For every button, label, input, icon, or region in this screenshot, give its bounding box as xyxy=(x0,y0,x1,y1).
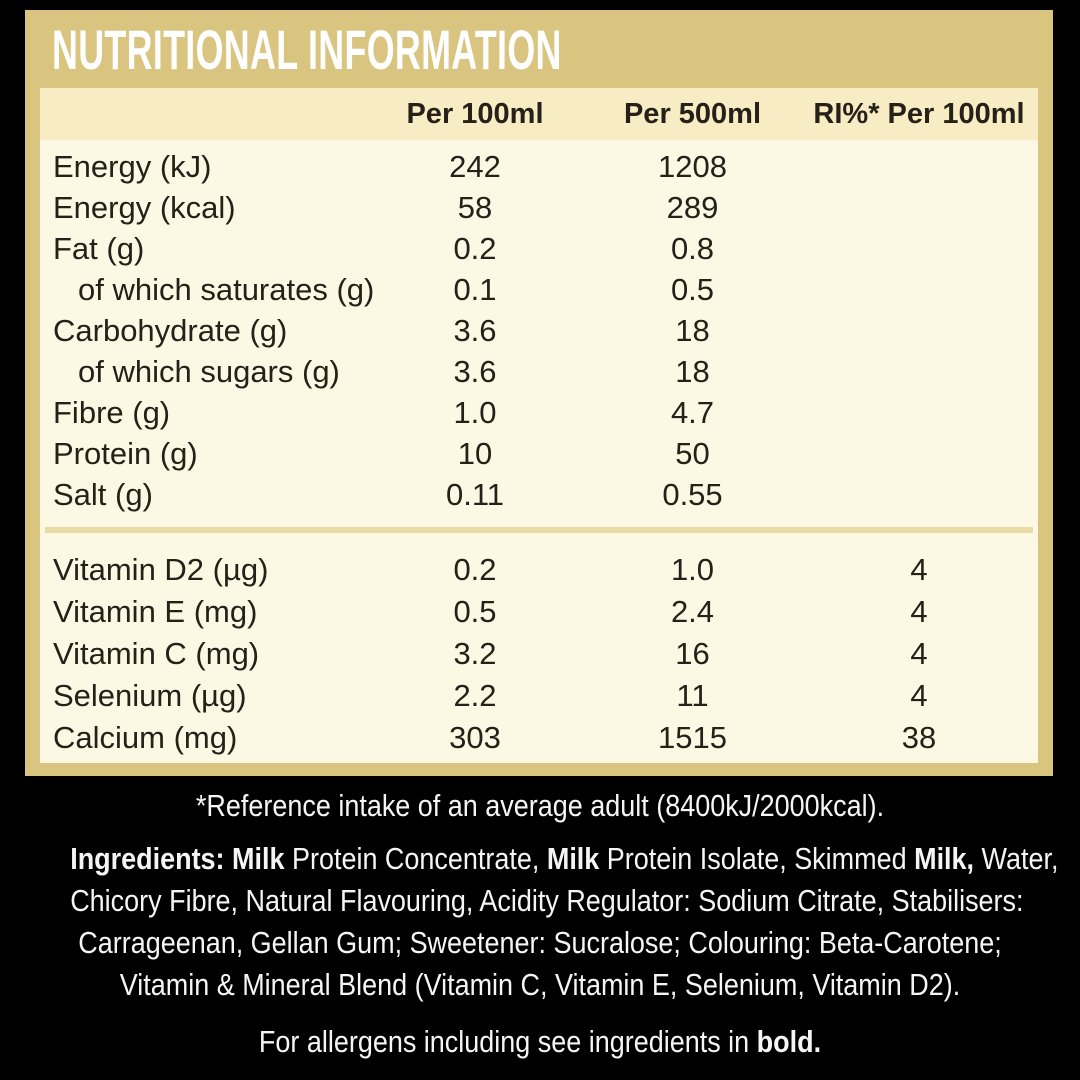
row-ri: 4 xyxy=(910,594,928,629)
table-row: Salt (g) 0.11 0.55 xyxy=(40,474,1038,515)
table-row: Vitamin D2 (µg) 0.2 1.0 4 xyxy=(40,549,1038,591)
row-label: Fibre (g) xyxy=(53,394,171,430)
table-row: Fibre (g) 1.0 4.7 xyxy=(40,392,1038,433)
table-row: of which saturates (g) 0.1 0.5 xyxy=(40,269,1038,310)
row-label: Protein (g) xyxy=(53,435,198,471)
row-ri: 4 xyxy=(910,678,928,713)
row-label: Vitamin E (mg) xyxy=(53,594,258,629)
header-per-500ml: Per 500ml xyxy=(623,97,762,130)
table-row: Selenium (µg) 2.2 11 4 xyxy=(40,675,1038,717)
header-ri-per-100ml: RI%* Per 100ml xyxy=(813,97,1025,130)
row-ri: 38 xyxy=(901,720,937,755)
nutrition-table: Per 100ml Per 500ml RI%* Per 100ml Energ… xyxy=(40,88,1038,763)
table-row: Energy (kJ) 242 1208 xyxy=(40,146,1038,187)
ingredients-segment: Vitamin & Mineral Blend (Vitamin C, Vita… xyxy=(119,967,961,1002)
ingredients-paragraph: Ingredients: Milk Protein Concentrate, M… xyxy=(70,838,1058,1006)
ingredients-segment: Protein Isolate, Skimmed xyxy=(599,841,915,876)
ingredients-line: Carrageenan, Gellan Gum; Sweetener: Sucr… xyxy=(70,922,1010,964)
row-label: Selenium (µg) xyxy=(53,678,247,713)
row-per100: 2.2 xyxy=(453,678,497,713)
table-row: Calcium (mg) 303 1515 38 xyxy=(40,717,1038,759)
row-per100: 10 xyxy=(457,435,493,471)
row-per500: 0.5 xyxy=(670,271,715,307)
section-divider xyxy=(45,527,1033,533)
row-label: Energy (kJ) xyxy=(53,148,212,184)
table-header-row: Per 100ml Per 500ml RI%* Per 100ml xyxy=(40,88,1038,140)
table-row: Protein (g) 10 50 xyxy=(40,433,1038,474)
allergens-segment: bold. xyxy=(756,1024,822,1059)
row-label: Vitamin C (mg) xyxy=(53,636,260,671)
ingredients-segment: Chicory Fibre, Natural Flavouring, Acidi… xyxy=(70,883,1024,918)
row-per500: 18 xyxy=(675,353,710,389)
row-per100: 0.11 xyxy=(445,476,505,512)
row-label: Salt (g) xyxy=(53,476,153,512)
row-per100: 0.5 xyxy=(453,594,497,629)
ingredients-segment: Protein Concentrate, xyxy=(284,841,547,876)
row-per500: 18 xyxy=(675,312,710,348)
ingredients-segment: Water, xyxy=(974,841,1059,876)
row-label: Vitamin D2 (µg) xyxy=(53,552,269,587)
nutrition-panel: NUTRITIONAL INFORMATION Per 100ml Per 50… xyxy=(25,10,1053,776)
table-row: Vitamin E (mg) 0.5 2.4 4 xyxy=(40,591,1038,633)
row-per500: 16 xyxy=(675,636,710,671)
allergens-note: For allergens including see ingredients … xyxy=(70,1022,1010,1062)
vitamin-rows: Vitamin D2 (µg) 0.2 1.0 4 Vitamin E (mg)… xyxy=(40,543,1038,763)
table-row: Fat (g) 0.2 0.8 xyxy=(40,228,1038,269)
allergens-segment: For allergens including see ingredients … xyxy=(258,1024,757,1059)
row-label: Fat (g) xyxy=(53,230,145,266)
row-per100: 242 xyxy=(449,148,501,184)
row-per100: 0.2 xyxy=(453,230,497,266)
row-per500: 0.55 xyxy=(662,476,723,512)
row-per500: 1515 xyxy=(658,720,727,755)
row-per500: 0.8 xyxy=(670,230,715,266)
panel-title: NUTRITIONAL INFORMATION xyxy=(52,17,562,81)
row-per100: 303 xyxy=(449,720,501,755)
row-per100: 0.2 xyxy=(453,552,497,587)
row-label: of which sugars (g) xyxy=(78,353,340,389)
row-per500: 289 xyxy=(666,189,719,225)
row-per100: 58 xyxy=(457,189,493,225)
ingredients-line: Vitamin & Mineral Blend (Vitamin C, Vita… xyxy=(70,964,1010,1006)
table-row: Vitamin C (mg) 3.2 16 4 xyxy=(40,633,1038,675)
row-per100: 0.1 xyxy=(453,271,497,307)
title-band: NUTRITIONAL INFORMATION xyxy=(25,10,1053,88)
row-per500: 50 xyxy=(675,435,710,471)
row-label: Carbohydrate (g) xyxy=(53,312,288,348)
row-per100: 3.2 xyxy=(453,636,497,671)
row-ri: 4 xyxy=(910,552,928,587)
table-row: Carbohydrate (g) 3.6 18 xyxy=(40,310,1038,351)
row-ri: 4 xyxy=(910,636,928,671)
main-rows: Energy (kJ) 242 1208 Energy (kcal) 58 28… xyxy=(40,140,1038,519)
table-row: of which sugars (g) 3.6 18 xyxy=(40,351,1038,392)
row-per500: 11 xyxy=(676,678,709,713)
row-label: Energy (kcal) xyxy=(53,189,236,225)
row-label: Calcium (mg) xyxy=(53,720,238,755)
row-per500: 1208 xyxy=(658,148,727,184)
row-per500: 1.0 xyxy=(670,552,715,587)
row-per100: 1.0 xyxy=(453,394,497,430)
row-per500: 4.7 xyxy=(670,394,715,430)
row-per100: 3.6 xyxy=(453,312,497,348)
row-per500: 2.4 xyxy=(670,594,715,629)
row-per100: 3.6 xyxy=(453,353,497,389)
header-per-100ml: Per 100ml xyxy=(406,97,544,130)
row-label: of which saturates (g) xyxy=(78,271,375,307)
ingredients-segment: Milk, xyxy=(914,841,975,876)
table-row: Energy (kcal) 58 289 xyxy=(40,187,1038,228)
ingredients-segment: Ingredients: Milk xyxy=(70,841,285,876)
reference-intake-footnote: *Reference intake of an average adult (8… xyxy=(195,788,885,823)
ingredients-line: Ingredients: Milk Protein Concentrate, M… xyxy=(70,838,1058,880)
ingredients-line: Chicory Fibre, Natural Flavouring, Acidi… xyxy=(70,880,1023,922)
ingredients-segment: Carrageenan, Gellan Gum; Sweetener: Sucr… xyxy=(78,925,1002,960)
ingredients-segment: Milk xyxy=(546,841,600,876)
